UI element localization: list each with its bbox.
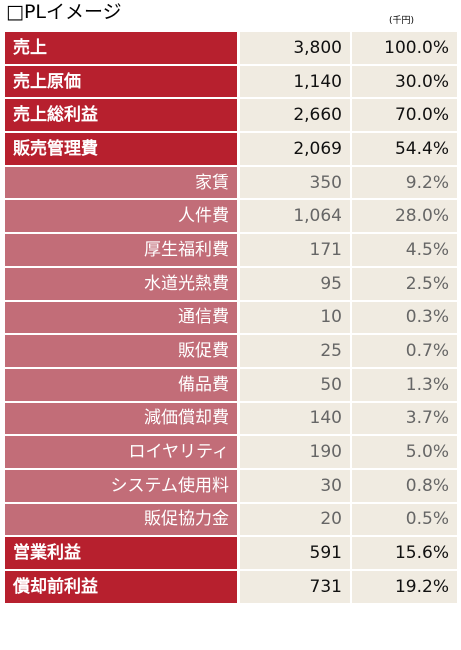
row-ratio: 5.0% <box>352 436 457 470</box>
table-row: 販売管理費 2,069 54.4% <box>5 133 457 167</box>
row-ratio: 0.8% <box>352 469 457 504</box>
row-label: 家賃 <box>5 166 240 201</box>
row-label: システム使用料 <box>5 469 240 504</box>
row-amount: 1,140 <box>240 65 352 100</box>
row-amount: 591 <box>240 537 352 571</box>
table-row: 減価償却費 140 3.7% <box>5 402 457 437</box>
row-ratio: 15.6% <box>352 537 457 571</box>
table-row: システム使用料 30 0.8% <box>5 469 457 504</box>
row-amount: 10 <box>240 301 352 336</box>
row-label: 備品費 <box>5 368 240 403</box>
table-row: 償却前利益 731 19.2% <box>5 571 457 605</box>
row-amount: 171 <box>240 234 352 268</box>
table-row: 人件費 1,064 28.0% <box>5 200 457 235</box>
table-row: 売上 3,800 100.0% <box>5 32 457 66</box>
table-row: 売上原価 1,140 30.0% <box>5 65 457 100</box>
row-amount: 30 <box>240 469 352 504</box>
row-label: 売上原価 <box>5 65 240 100</box>
row-ratio: 1.3% <box>352 368 457 403</box>
row-label: 販売管理費 <box>5 133 240 167</box>
row-label: 販促費 <box>5 335 240 369</box>
row-label: 人件費 <box>5 200 240 235</box>
row-ratio: 70.0% <box>352 99 457 134</box>
table-row: 通信費 10 0.3% <box>5 301 457 336</box>
row-ratio: 100.0% <box>352 32 457 66</box>
row-label: 営業利益 <box>5 537 240 571</box>
row-ratio: 9.2% <box>352 166 457 201</box>
table-row: 営業利益 591 15.6% <box>5 537 457 571</box>
pl-table-body: 売上 3,800 100.0% 売上原価 1,140 30.0% 売上総利益 2,660 70.… <box>5 32 457 605</box>
table-row: 売上総利益 2,660 70.0% <box>5 99 457 134</box>
row-ratio: 4.5% <box>352 234 457 268</box>
row-label: 売上 <box>5 32 240 66</box>
row-label: 販促協力金 <box>5 503 240 538</box>
row-amount: 140 <box>240 402 352 437</box>
row-label: ロイヤリティ <box>5 436 240 470</box>
row-amount: 50 <box>240 368 352 403</box>
row-ratio: 30.0% <box>352 65 457 100</box>
row-amount: 25 <box>240 335 352 369</box>
row-ratio: 3.7% <box>352 402 457 437</box>
row-ratio: 0.7% <box>352 335 457 369</box>
unit-label: (千円) <box>389 16 415 26</box>
row-label: 減価償却費 <box>5 402 240 437</box>
row-ratio: 54.4% <box>352 133 457 167</box>
pl-table: 売上 3,800 100.0% 売上原価 1,140 30.0% 売上総利益 2,660 70.… <box>5 32 457 605</box>
page-title: □PLイメージ <box>6 1 122 23</box>
row-ratio: 28.0% <box>352 200 457 235</box>
row-label: 通信費 <box>5 301 240 336</box>
row-amount: 1,064 <box>240 200 352 235</box>
table-row: 家賃 350 9.2% <box>5 166 457 201</box>
row-amount: 2,660 <box>240 99 352 134</box>
row-amount: 20 <box>240 503 352 538</box>
row-label: 厚生福利費 <box>5 234 240 268</box>
row-amount: 350 <box>240 166 352 201</box>
row-amount: 95 <box>240 267 352 302</box>
row-amount: 731 <box>240 571 352 605</box>
row-amount: 190 <box>240 436 352 470</box>
row-amount: 3,800 <box>240 32 352 66</box>
table-row: ロイヤリティ 190 5.0% <box>5 436 457 470</box>
row-label: 売上総利益 <box>5 99 240 134</box>
row-ratio: 19.2% <box>352 571 457 605</box>
row-ratio: 0.3% <box>352 301 457 336</box>
table-row: 水道光熱費 95 2.5% <box>5 267 457 302</box>
table-row: 販促協力金 20 0.5% <box>5 503 457 538</box>
table-row: 厚生福利費 171 4.5% <box>5 234 457 268</box>
table-row: 販促費 25 0.7% <box>5 335 457 369</box>
row-label: 水道光熱費 <box>5 267 240 302</box>
row-label: 償却前利益 <box>5 571 240 605</box>
row-ratio: 0.5% <box>352 503 457 538</box>
table-row: 備品費 50 1.3% <box>5 368 457 403</box>
row-ratio: 2.5% <box>352 267 457 302</box>
row-amount: 2,069 <box>240 133 352 167</box>
